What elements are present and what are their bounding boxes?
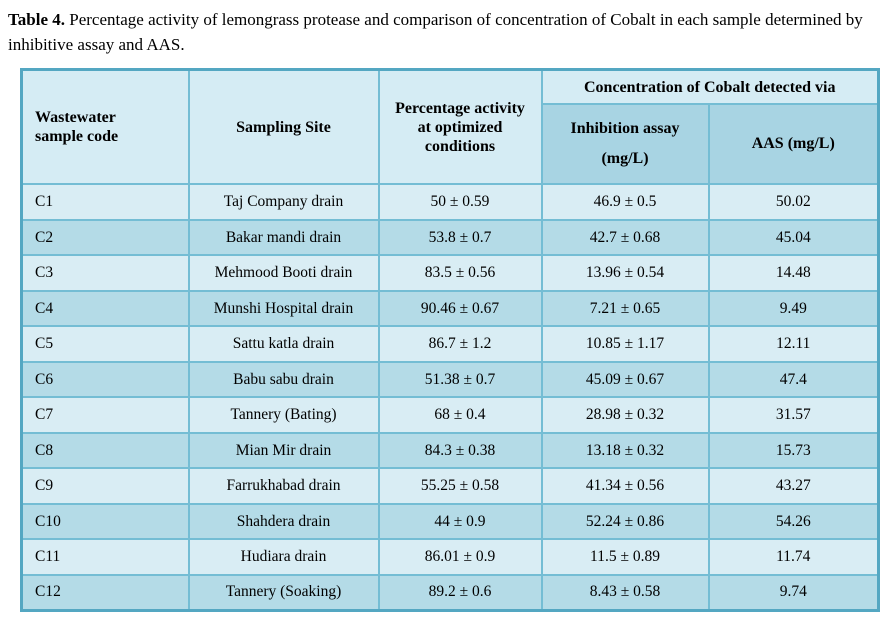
table-row: C5 Sattu katla drain 86.7 ± 1.2 10.85 ± … — [20, 325, 880, 363]
table-row: C2 Bakar mandi drain 53.8 ± 0.7 42.7 ± 0… — [20, 218, 880, 257]
header-row-group: Wastewater sample code Sampling Site Per… — [20, 68, 880, 186]
sampling-site-cell: Mehmood Booti drain — [187, 254, 380, 292]
table-row: C12 Tannery (Soaking) 89.2 ± 0.6 8.43 ± … — [20, 573, 880, 612]
inhibition-cell: 42.7 ± 0.68 — [540, 218, 710, 257]
inhibition-cell: 45.09 ± 0.67 — [540, 360, 710, 399]
activity-cell: 50 ± 0.59 — [377, 183, 543, 221]
sample-code-cell: C10 — [20, 502, 190, 541]
activity-cell: 89.2 ± 0.6 — [377, 573, 543, 612]
sampling-site-cell: Munshi Hospital drain — [187, 289, 380, 328]
inhibition-cell: 13.18 ± 0.32 — [540, 431, 710, 470]
inhibition-cell: 7.21 ± 0.65 — [540, 289, 710, 328]
table-row: C11 Hudiara drain 86.01 ± 0.9 11.5 ± 0.8… — [20, 538, 880, 576]
inhibition-cell: 41.34 ± 0.56 — [540, 467, 710, 505]
aas-cell: 14.48 — [707, 254, 880, 292]
activity-cell: 90.46 ± 0.67 — [377, 289, 543, 328]
activity-cell: 86.7 ± 1.2 — [377, 325, 543, 363]
sampling-site-cell: Taj Company drain — [187, 183, 380, 221]
inhibition-cell: 46.9 ± 0.5 — [540, 183, 710, 221]
data-table: Wastewater sample code Sampling Site Per… — [20, 68, 880, 612]
table-row: C10 Shahdera drain 44 ± 0.9 52.24 ± 0.86… — [20, 502, 880, 541]
table-row: C6 Babu sabu drain 51.38 ± 0.7 45.09 ± 0… — [20, 360, 880, 399]
aas-cell: 47.4 — [707, 360, 880, 399]
aas-cell: 43.27 — [707, 467, 880, 505]
sample-code-cell: C2 — [20, 218, 190, 257]
sample-code-cell: C12 — [20, 573, 190, 612]
inhibition-cell: 52.24 ± 0.86 — [540, 502, 710, 541]
inhibition-cell: 8.43 ± 0.58 — [540, 573, 710, 612]
table-row: C3 Mehmood Booti drain 83.5 ± 0.56 13.96… — [20, 254, 880, 292]
header-row-sub: Inhibition assay (mg/L) AAS (mg/L) — [22, 103, 880, 186]
table-row: C1 Taj Company drain 50 ± 0.59 46.9 ± 0.… — [20, 183, 880, 221]
sample-code-cell: C5 — [20, 325, 190, 363]
table-row: C7 Tannery (Bating) 68 ± 0.4 28.98 ± 0.3… — [20, 396, 880, 434]
activity-cell: 53.8 ± 0.7 — [377, 218, 543, 257]
activity-cell: 51.38 ± 0.7 — [377, 360, 543, 399]
activity-cell: 83.5 ± 0.56 — [377, 254, 543, 292]
sample-code-cell: C1 — [20, 183, 190, 221]
sample-code-cell: C7 — [20, 396, 190, 434]
table-body: C1 Taj Company drain 50 ± 0.59 46.9 ± 0.… — [20, 183, 880, 612]
sampling-site-cell: Shahdera drain — [187, 502, 380, 541]
table-header: Wastewater sample code Sampling Site Per… — [20, 68, 880, 186]
sampling-site-cell: Hudiara drain — [187, 538, 380, 576]
table-row: C8 Mian Mir drain 84.3 ± 0.38 13.18 ± 0.… — [20, 431, 880, 470]
column-header-cobalt-group: Concentration of Cobalt detected via — [540, 68, 880, 106]
sample-code-cell: C8 — [20, 431, 190, 470]
sampling-site-cell: Tannery (Soaking) — [187, 573, 380, 612]
sample-code-cell: C6 — [20, 360, 190, 399]
table-row: C9 Farrukhabad drain 55.25 ± 0.58 41.34 … — [20, 467, 880, 505]
sample-code-cell: C4 — [20, 289, 190, 328]
aas-cell: 12.11 — [707, 325, 880, 363]
aas-cell: 9.49 — [707, 289, 880, 328]
activity-cell: 84.3 ± 0.38 — [377, 431, 543, 470]
column-header-inhibition-assay: Inhibition assay (mg/L) — [540, 103, 710, 186]
sampling-site-cell: Bakar mandi drain — [187, 218, 380, 257]
table-caption-label: Table 4. — [8, 10, 66, 29]
activity-cell: 86.01 ± 0.9 — [377, 538, 543, 576]
inhibition-cell: 28.98 ± 0.32 — [540, 396, 710, 434]
inhibition-cell: 13.96 ± 0.54 — [540, 254, 710, 292]
column-header-aas: AAS (mg/L) — [707, 103, 880, 186]
aas-cell: 15.73 — [707, 431, 880, 470]
activity-cell: 44 ± 0.9 — [377, 502, 543, 541]
activity-cell: 68 ± 0.4 — [377, 396, 543, 434]
sample-code-cell: C11 — [20, 538, 190, 576]
sample-code-cell: C3 — [20, 254, 190, 292]
table-caption-text: Percentage activity of lemongrass protea… — [8, 10, 863, 54]
aas-cell: 11.74 — [707, 538, 880, 576]
sampling-site-cell: Tannery (Bating) — [187, 396, 380, 434]
activity-cell: 55.25 ± 0.58 — [377, 467, 543, 505]
sampling-site-cell: Mian Mir drain — [187, 431, 380, 470]
column-header-sampling-site: Sampling Site — [187, 68, 380, 186]
table-caption: Table 4. Percentage activity of lemongra… — [8, 8, 890, 57]
column-header-sample-code: Wastewater sample code — [20, 68, 190, 186]
sampling-site-cell: Farrukhabad drain — [187, 467, 380, 505]
inhibition-cell: 11.5 ± 0.89 — [540, 538, 710, 576]
aas-cell: 9.74 — [707, 573, 880, 612]
aas-cell: 31.57 — [707, 396, 880, 434]
inhibition-cell: 10.85 ± 1.17 — [540, 325, 710, 363]
column-header-activity: Percentage activity at optimized conditi… — [377, 68, 543, 186]
aas-cell: 45.04 — [707, 218, 880, 257]
aas-cell: 54.26 — [707, 502, 880, 541]
sampling-site-cell: Babu sabu drain — [187, 360, 380, 399]
aas-cell: 50.02 — [707, 183, 880, 221]
table-row: C4 Munshi Hospital drain 90.46 ± 0.67 7.… — [20, 289, 880, 328]
sample-code-cell: C9 — [20, 467, 190, 505]
sampling-site-cell: Sattu katla drain — [187, 325, 380, 363]
